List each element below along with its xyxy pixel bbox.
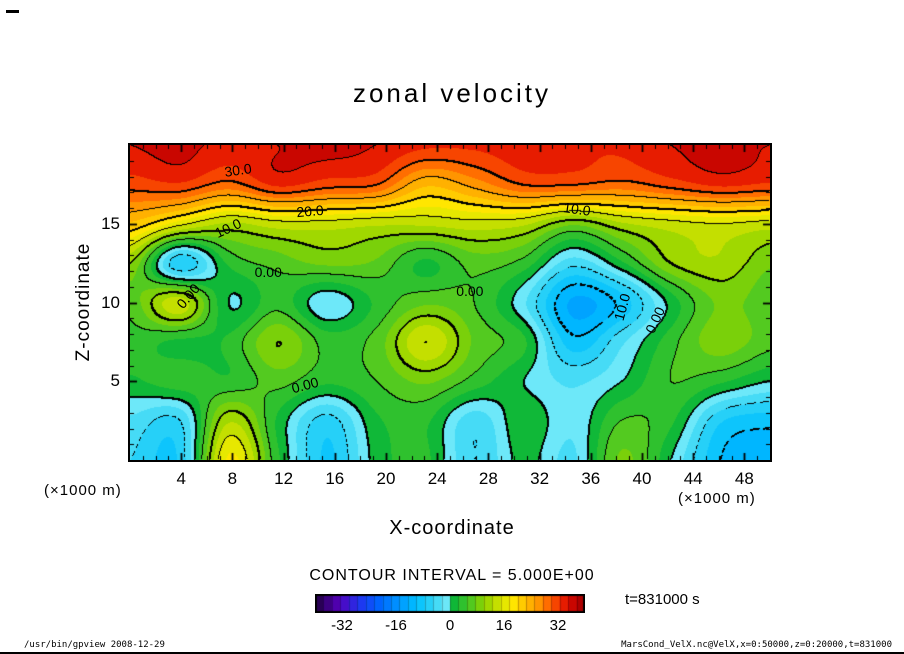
chart-title: zonal velocity	[352, 78, 552, 108]
x-tick-label: 36	[581, 469, 601, 488]
x-axis-label: X-coordinate	[389, 517, 515, 539]
x-tick-label: 24	[427, 469, 447, 488]
y-tick-label: 15	[101, 213, 120, 233]
colorbar-tick-label: -16	[385, 617, 407, 634]
colorbar	[315, 594, 585, 613]
x-tick-label: 44	[683, 469, 703, 488]
corner-mark	[6, 10, 19, 13]
colorbar-tick-label: 32	[549, 617, 567, 634]
colorbar-tick-label: -32	[331, 617, 353, 634]
footer-source-text: MarsCond_VelX.nc@VelX,x=0:50000,z=0:2000…	[621, 640, 892, 650]
x-tick-label: 28	[478, 469, 498, 488]
x-tick-label: 48	[734, 469, 754, 488]
x-tick-label: 4	[176, 469, 186, 488]
y-tick-label: 5	[110, 371, 120, 391]
colorbar-tick-label: 0	[445, 617, 455, 634]
x-tick-label: 12	[274, 469, 294, 488]
contour-interval-text: CONTOUR INTERVAL = 5.000E+00	[309, 567, 595, 584]
bottom-rule	[0, 652, 904, 654]
footer-command-text: /usr/bin/gpview 2008-12-29	[24, 640, 165, 650]
plot-area: 30.0 20.0 10.0 10.0 0.00 0.00 0.00 10.0 0.00 0.00	[128, 143, 772, 462]
x-axis-unit-label: (×1000 m)	[678, 490, 756, 507]
colorbar-tick-label: 16	[495, 617, 513, 634]
x-tick-label: 20	[376, 469, 396, 488]
plot-canvas	[130, 145, 770, 460]
y-axis-unit-label: (×1000 m)	[44, 482, 122, 499]
x-tick-label: 32	[530, 469, 550, 488]
x-tick-label: 16	[325, 469, 345, 488]
x-tick-label: 40	[632, 469, 652, 488]
y-tick-label: 10	[101, 292, 120, 312]
time-label: t=831000 s	[625, 591, 700, 608]
x-tick-label: 8	[227, 469, 238, 488]
